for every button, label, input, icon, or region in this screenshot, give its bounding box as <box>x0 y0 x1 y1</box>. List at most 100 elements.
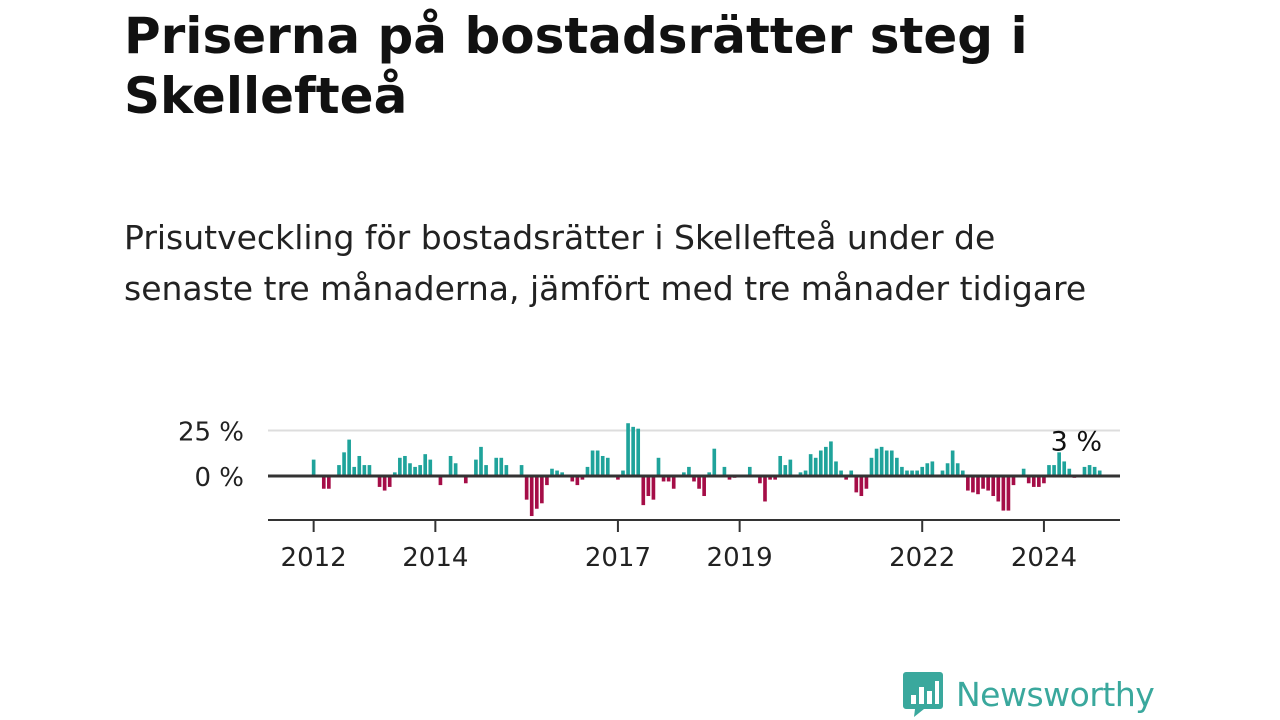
bar <box>1082 466 1087 476</box>
bar <box>580 476 585 480</box>
tick-labels: 25 % 0 % 2012 2014 2017 2019 2022 2024 3 % <box>178 418 1102 574</box>
x-tick-label: 2012 <box>281 543 347 573</box>
bar <box>747 466 752 476</box>
bar <box>960 470 965 476</box>
bar <box>940 470 945 476</box>
bar <box>773 476 777 480</box>
bar <box>641 476 646 506</box>
y-tick-label: 25 % <box>178 418 244 448</box>
bar <box>342 452 346 476</box>
chart-title: Priserna på bostadsrätter steg i Skellef… <box>124 7 1028 125</box>
bar <box>1037 476 1041 487</box>
bar <box>697 476 701 489</box>
bar <box>524 476 529 500</box>
bar <box>347 439 351 476</box>
bar <box>1042 476 1046 484</box>
bar <box>788 459 793 476</box>
bar <box>976 476 980 495</box>
bar <box>362 465 367 476</box>
bar <box>453 463 458 476</box>
bar <box>1021 468 1026 476</box>
bar <box>732 476 737 478</box>
bar <box>707 472 712 476</box>
bar <box>1067 468 1072 476</box>
bar <box>829 441 833 476</box>
bar <box>758 476 762 484</box>
bar <box>955 463 960 476</box>
bar <box>981 476 985 489</box>
bar <box>494 457 499 476</box>
bar <box>560 472 564 476</box>
bar <box>879 446 884 476</box>
bar <box>600 455 605 476</box>
bar <box>1026 476 1031 484</box>
bar <box>621 470 625 476</box>
bar <box>905 470 909 476</box>
bar <box>529 476 534 517</box>
bar <box>479 446 483 476</box>
bar <box>585 466 590 476</box>
bar <box>499 457 504 476</box>
bar <box>545 476 549 486</box>
bar <box>327 476 331 489</box>
bar <box>1001 476 1006 511</box>
bar <box>484 465 488 476</box>
x-tick-label: 2019 <box>707 543 773 573</box>
bar <box>889 450 894 476</box>
bar <box>357 455 362 476</box>
bar <box>392 472 397 476</box>
bar <box>656 457 661 476</box>
bar <box>925 463 930 476</box>
bar <box>377 476 382 487</box>
bar <box>1047 465 1051 476</box>
bar <box>834 461 838 476</box>
bar <box>519 465 524 476</box>
bar <box>321 476 326 489</box>
bar <box>626 423 630 476</box>
bar <box>408 463 412 476</box>
bar <box>687 466 691 476</box>
bar <box>1006 476 1011 511</box>
bar <box>920 466 925 476</box>
bar <box>387 476 392 487</box>
bar <box>1062 461 1067 476</box>
bar <box>575 476 580 486</box>
bar <box>1057 452 1061 476</box>
bar <box>1031 476 1036 487</box>
x-tick-label: 2014 <box>402 543 468 573</box>
bar <box>895 457 899 476</box>
brand-name: Newsworthy <box>956 674 1155 714</box>
chart-subtitle: Prisutveckling för bostadsrätter i Skell… <box>124 218 1087 308</box>
bar <box>996 476 1001 502</box>
bar <box>727 476 732 480</box>
bar <box>570 476 575 482</box>
bar <box>930 461 935 476</box>
bar <box>803 470 808 476</box>
bar <box>534 476 539 509</box>
bar <box>971 476 975 493</box>
bar <box>631 426 635 476</box>
bar <box>504 465 509 476</box>
bar <box>722 466 727 476</box>
bar <box>991 476 996 497</box>
bar <box>884 450 889 476</box>
bar <box>869 457 874 476</box>
bar <box>1011 476 1016 486</box>
bar <box>1097 470 1102 476</box>
bar <box>423 454 428 476</box>
bar <box>311 459 316 476</box>
x-tick-label: 2022 <box>889 543 955 573</box>
bar <box>1072 476 1077 478</box>
bar <box>418 465 422 476</box>
bar <box>666 476 671 482</box>
bar <box>900 466 904 476</box>
bar <box>945 463 950 476</box>
bar <box>403 455 407 476</box>
bar <box>824 446 828 476</box>
bar <box>463 476 468 484</box>
x-tick-label: 2024 <box>1011 543 1077 573</box>
axes <box>268 474 1120 532</box>
bar <box>605 457 610 476</box>
bar <box>813 457 818 476</box>
bar <box>844 476 848 480</box>
